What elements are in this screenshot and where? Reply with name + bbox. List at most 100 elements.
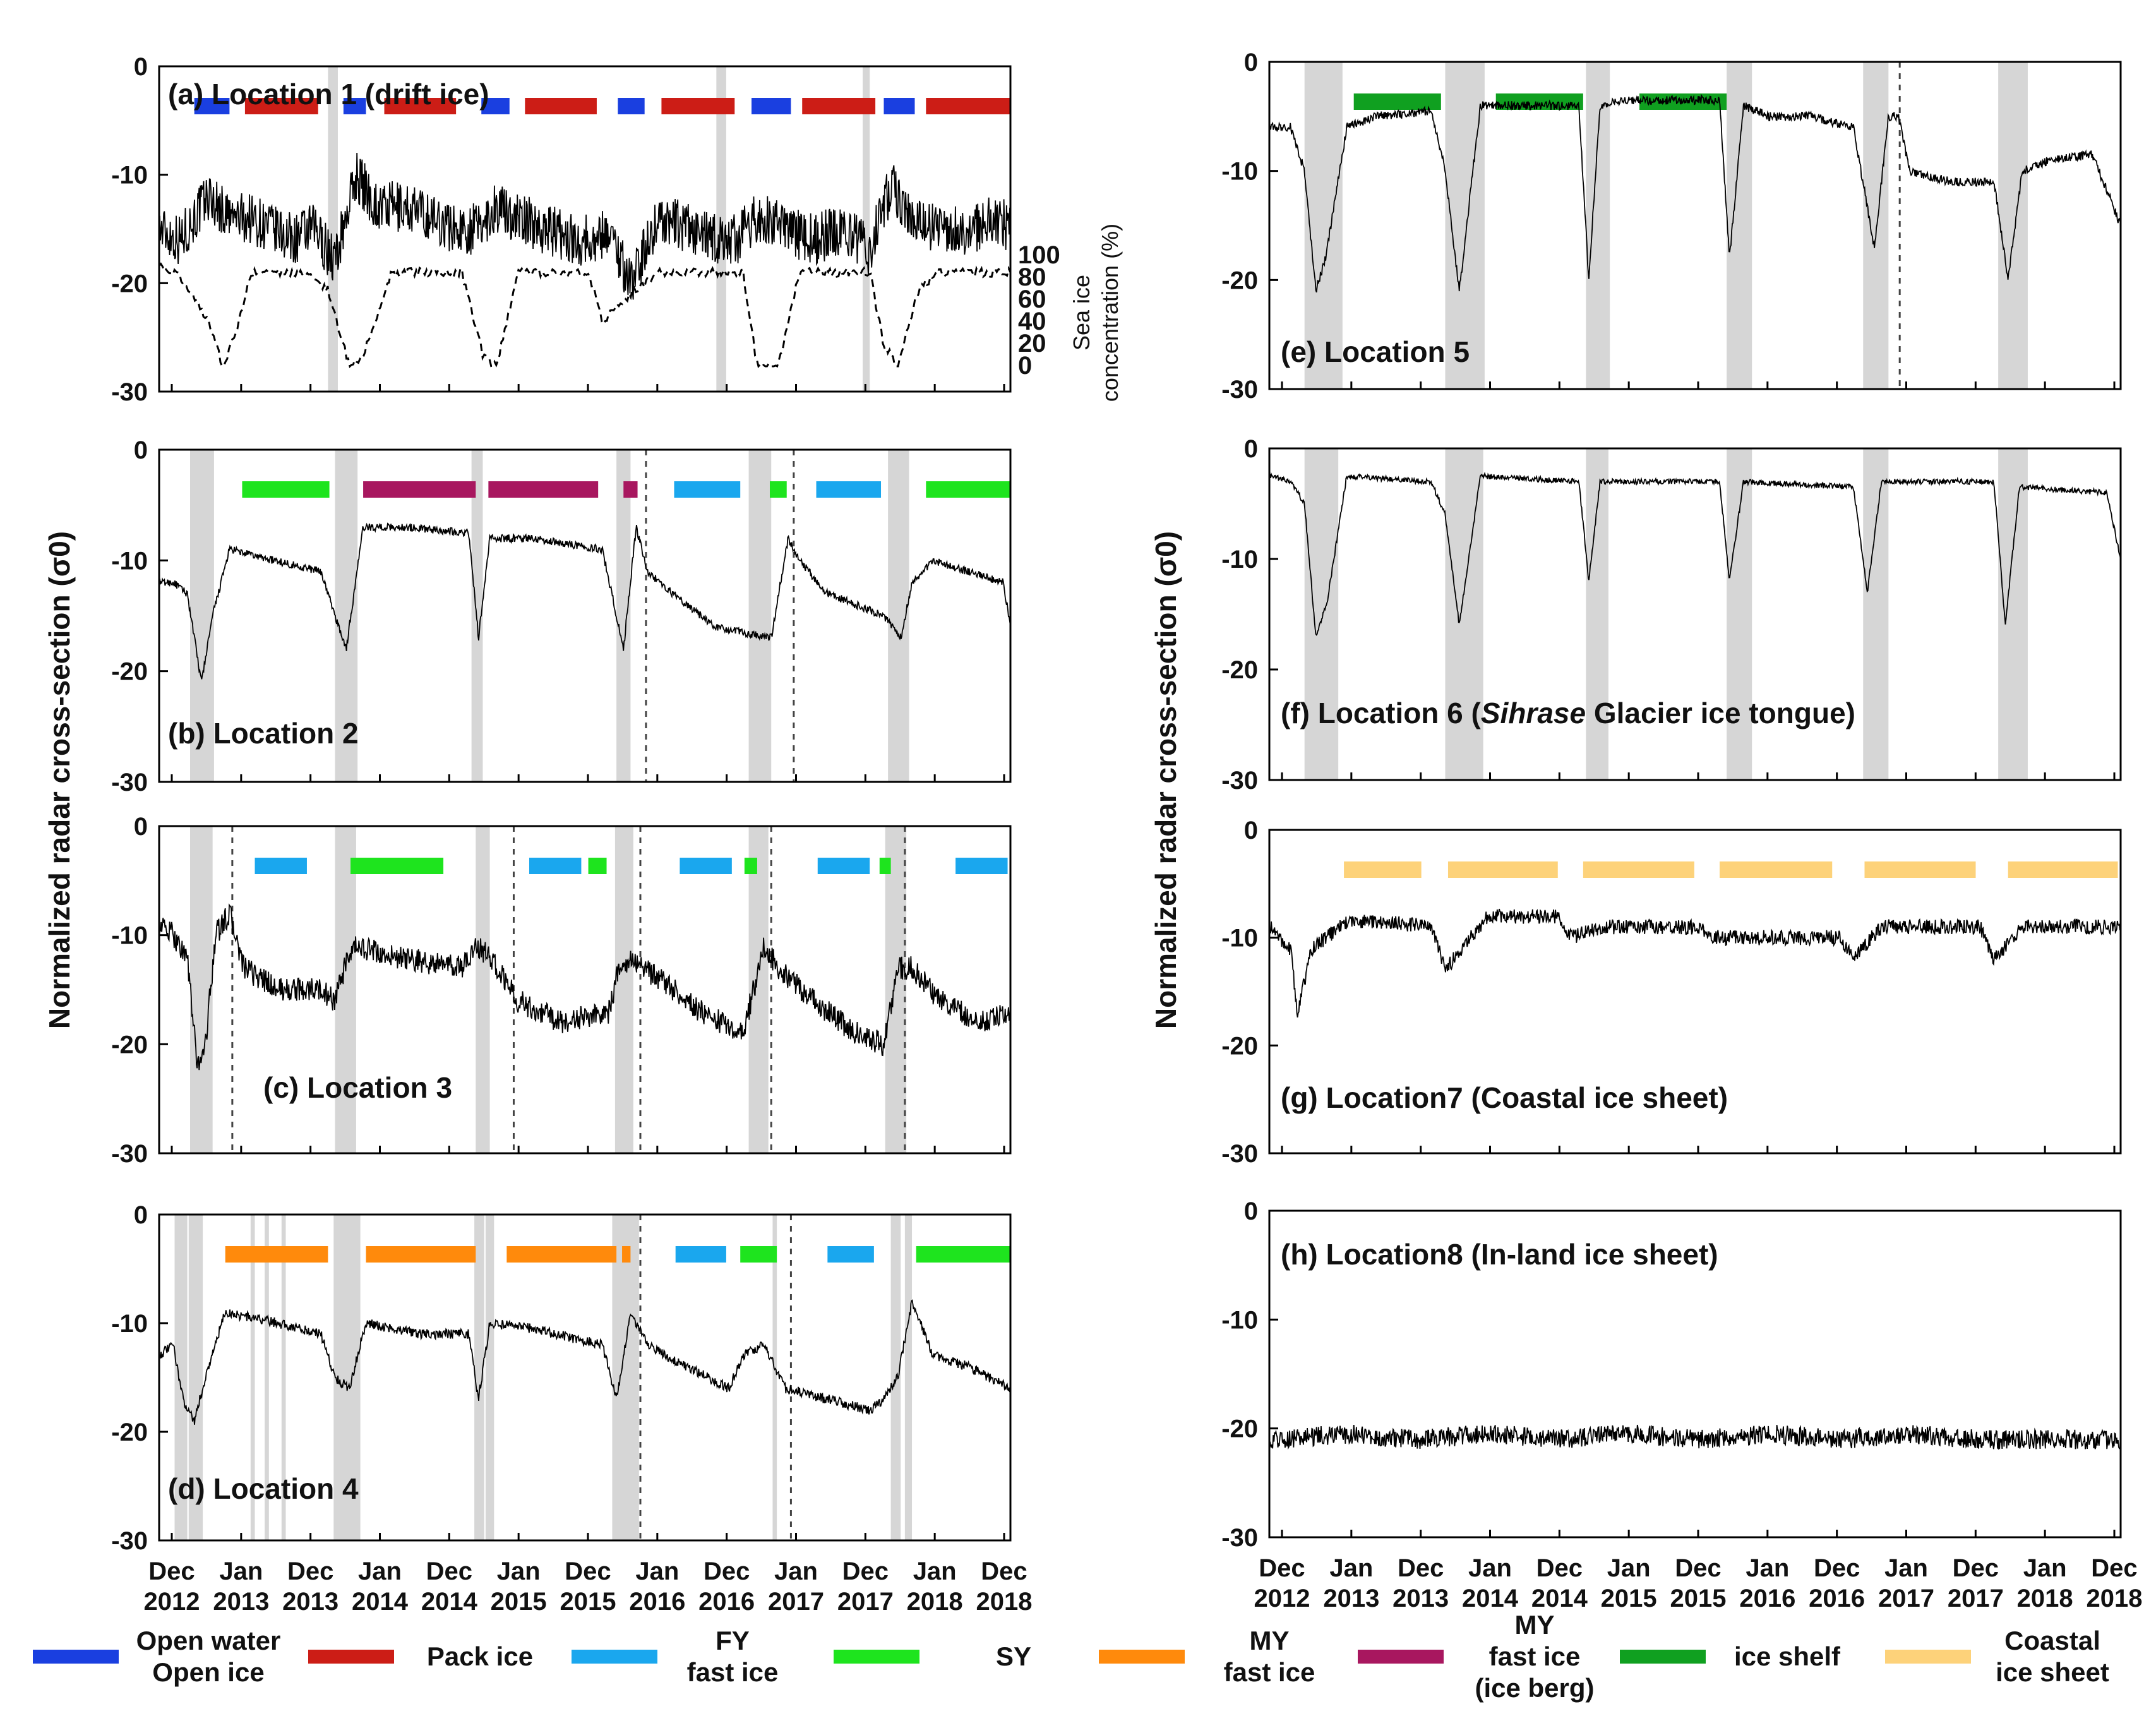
secondary-axis-label: Sea ice xyxy=(1069,275,1094,351)
x-tick-month: Dec xyxy=(1953,1554,1999,1582)
y-tick-label: -20 xyxy=(1221,656,1258,684)
shaded-period xyxy=(904,1215,913,1540)
shaded-period xyxy=(1998,448,2028,780)
ice-period-coastal xyxy=(1447,861,1558,878)
x-tick-month: Dec xyxy=(565,1557,611,1585)
y-tick-label: -10 xyxy=(111,922,148,950)
x-tick-year: 2018 xyxy=(907,1588,963,1616)
shaded-period xyxy=(485,1215,494,1540)
legend-label-fy: FY xyxy=(716,1626,750,1655)
y-tick-label: -10 xyxy=(111,162,148,189)
y-tick-label: -20 xyxy=(1221,1415,1258,1443)
ice-period-fy xyxy=(827,1246,874,1263)
x-tick-month: Dec xyxy=(1814,1554,1860,1582)
x-tick-year: 2014 xyxy=(1462,1585,1519,1612)
ice-period-fy xyxy=(680,858,732,874)
ice-period-fy xyxy=(674,481,741,498)
ice-period-fy xyxy=(817,858,870,874)
ice-period-fy xyxy=(816,481,882,498)
y-tick-label: -20 xyxy=(1221,267,1258,294)
sigma0-line xyxy=(1269,93,2121,293)
ice-period-myb xyxy=(623,481,638,498)
x-tick-month: Jan xyxy=(219,1557,263,1585)
ice-period-open xyxy=(752,98,791,114)
shaded-period xyxy=(1863,448,1889,780)
ice-period-sy xyxy=(740,1246,777,1263)
panel-title-c: (c) Location 3 xyxy=(263,1071,452,1104)
x-tick-month: Jan xyxy=(635,1557,679,1585)
x-tick-month: Dec xyxy=(2091,1554,2137,1582)
legend-label-coastal: ice sheet xyxy=(1996,1657,2109,1687)
shaded-period xyxy=(250,1215,255,1540)
shaded-period xyxy=(474,1215,484,1540)
ice-period-pack xyxy=(661,98,735,114)
legend-swatch-my xyxy=(1099,1650,1185,1664)
ice-period-open xyxy=(343,98,366,114)
legend-swatch-shelf xyxy=(1620,1650,1706,1664)
ice-period-pack xyxy=(926,98,1010,114)
x-tick-month: Jan xyxy=(774,1557,818,1585)
plot-frame xyxy=(1268,61,2122,390)
x-tick-month: Jan xyxy=(1329,1554,1373,1582)
shaded-period xyxy=(748,826,769,1153)
ice-period-pack xyxy=(384,98,457,114)
shaded-period xyxy=(1586,62,1610,389)
y-tick-label: 0 xyxy=(134,53,148,81)
ice-period-open xyxy=(618,98,645,114)
x-tick-month: Jan xyxy=(2023,1554,2067,1582)
sigma0-line xyxy=(159,903,1011,1071)
shaded-period xyxy=(281,1215,286,1540)
ice-period-my xyxy=(622,1246,631,1263)
legend-label-myb: MY xyxy=(1515,1610,1555,1640)
panel-e: 0 -10 -20 -30 (e) Location 5 xyxy=(1221,49,2122,404)
x-tick-year: 2016 xyxy=(629,1588,685,1616)
legend-label-shelf: ice shelf xyxy=(1734,1641,1841,1671)
shaded-period xyxy=(772,1215,777,1540)
x-tick-month: Dec xyxy=(842,1557,889,1585)
ice-period-pack xyxy=(525,98,597,114)
x-tick-year: 2015 xyxy=(1601,1585,1657,1612)
shaded-period xyxy=(1727,62,1752,389)
legend-label-myb: (ice berg) xyxy=(1475,1673,1594,1703)
secondary-tick-label: 100 xyxy=(1018,241,1060,269)
ice-period-sy xyxy=(744,858,757,874)
x-tick-year: 2014 xyxy=(1531,1585,1588,1612)
ice-period-my xyxy=(506,1246,617,1263)
secondary-axis-label: concentration (%) xyxy=(1097,224,1123,402)
ice-period-coastal xyxy=(2008,861,2118,878)
y-tick-label: -30 xyxy=(111,1140,148,1168)
ice-period-coastal xyxy=(1864,861,1976,878)
ice-period-coastal xyxy=(1583,861,1694,878)
ice-period-sy xyxy=(879,858,891,874)
panel-title-e: (e) Location 5 xyxy=(1281,335,1470,368)
panel-title-d: (d) Location 4 xyxy=(168,1472,359,1505)
shaded-period xyxy=(335,826,356,1153)
x-tick-year: 2017 xyxy=(1948,1585,2004,1612)
sea-ice-concentration-line xyxy=(158,262,1012,369)
y-tick-label: -30 xyxy=(111,769,148,796)
ice-period-coastal xyxy=(1719,861,1833,878)
plot-frame xyxy=(158,825,1012,1155)
x-tick-year: 2013 xyxy=(1392,1585,1449,1612)
x-tick-month: Dec xyxy=(981,1557,1027,1585)
x-tick-year: 2017 xyxy=(837,1588,894,1616)
shaded-period xyxy=(614,826,633,1153)
shaded-period xyxy=(335,450,358,782)
ice-period-open xyxy=(194,98,230,114)
plot-frame xyxy=(1268,1209,2122,1539)
panel-c: 0 -10 -20 -30 (c) Location 3 xyxy=(111,813,1012,1168)
secondary-tick-label: 80 xyxy=(1018,263,1046,291)
legend-label-myb: fast ice xyxy=(1489,1641,1581,1671)
y-tick-label: -10 xyxy=(1221,158,1258,186)
y-tick-label: 0 xyxy=(1244,1197,1258,1225)
y-tick-label: 0 xyxy=(1244,49,1258,76)
secondary-tick-label: 20 xyxy=(1018,330,1046,357)
ice-period-myb xyxy=(488,481,599,498)
shaded-period xyxy=(328,66,338,392)
sigma0-line xyxy=(159,522,1011,680)
plot-frame xyxy=(158,1213,1012,1542)
plot-frame xyxy=(1268,447,2122,781)
x-tick-year: 2018 xyxy=(976,1588,1033,1616)
shaded-period xyxy=(1304,448,1339,780)
